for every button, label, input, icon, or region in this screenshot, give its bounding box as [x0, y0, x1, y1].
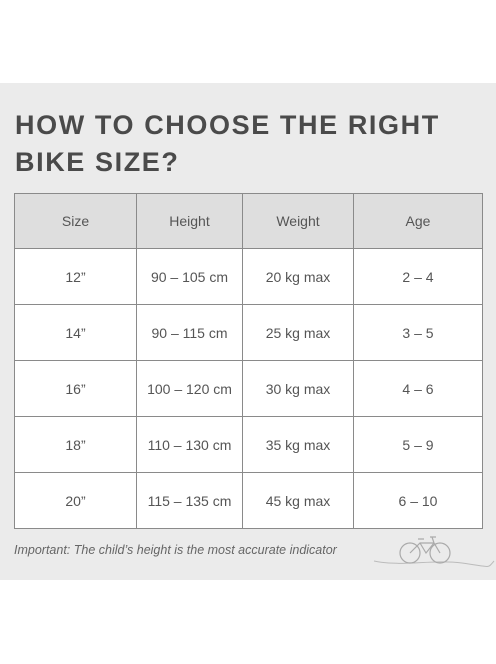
header-cell: Size — [14, 193, 137, 249]
table-cell: 20” — [14, 472, 137, 529]
table-cell: 100 – 120 cm — [136, 360, 243, 417]
table-row: 14” 90 – 115 cm 25 kg max 3 – 5 — [14, 304, 483, 361]
table-row: 18” 110 – 130 cm 35 kg max 5 – 9 — [14, 416, 483, 473]
table-cell: 16” — [14, 360, 137, 417]
header-cell: Weight — [242, 193, 354, 249]
table-cell: 90 – 105 cm — [136, 248, 243, 305]
table-cell: 4 – 6 — [353, 360, 483, 417]
panel: HOW TO CHOOSE THE RIGHT BIKE SIZE? Size H… — [0, 83, 496, 580]
table-row: 12” 90 – 105 cm 20 kg max 2 – 4 — [14, 248, 483, 305]
table-cell: 90 – 115 cm — [136, 304, 243, 361]
table-cell: 14” — [14, 304, 137, 361]
table-cell: 12” — [14, 248, 137, 305]
table-row: 20” 115 – 135 cm 45 kg max 6 – 10 — [14, 472, 483, 529]
table-cell: 20 kg max — [242, 248, 354, 305]
table-cell: 35 kg max — [242, 416, 354, 473]
header-cell: Age — [353, 193, 483, 249]
footnote: Important: The child’s height is the mos… — [14, 543, 337, 557]
table-cell: 3 – 5 — [353, 304, 483, 361]
size-table: Size Height Weight Age 12” 90 – 105 cm 20 kg … — [14, 193, 483, 529]
title: HOW TO CHOOSE THE RIGHT BIKE SIZE? — [15, 110, 440, 177]
table-cell: 115 – 135 cm — [136, 472, 243, 529]
table-cell: 45 kg max — [242, 472, 354, 529]
table-cell: 2 – 4 — [353, 248, 483, 305]
table-cell: 6 – 10 — [353, 472, 483, 529]
table-row: 16” 100 – 120 cm 30 kg max 4 – 6 — [14, 360, 483, 417]
table-cell: 30 kg max — [242, 360, 354, 417]
header-cell: Height — [136, 193, 243, 249]
table-body: 12” 90 – 105 cm 20 kg max 2 – 4 14” 90 – 115 … — [14, 248, 483, 529]
bike-icon — [373, 536, 495, 567]
table-cell: 5 – 9 — [353, 416, 483, 473]
table-cell: 25 kg max — [242, 304, 354, 361]
header-row: Size Height Weight Age — [14, 193, 483, 249]
table-cell: 110 – 130 cm — [136, 416, 243, 473]
table-cell: 18” — [14, 416, 137, 473]
